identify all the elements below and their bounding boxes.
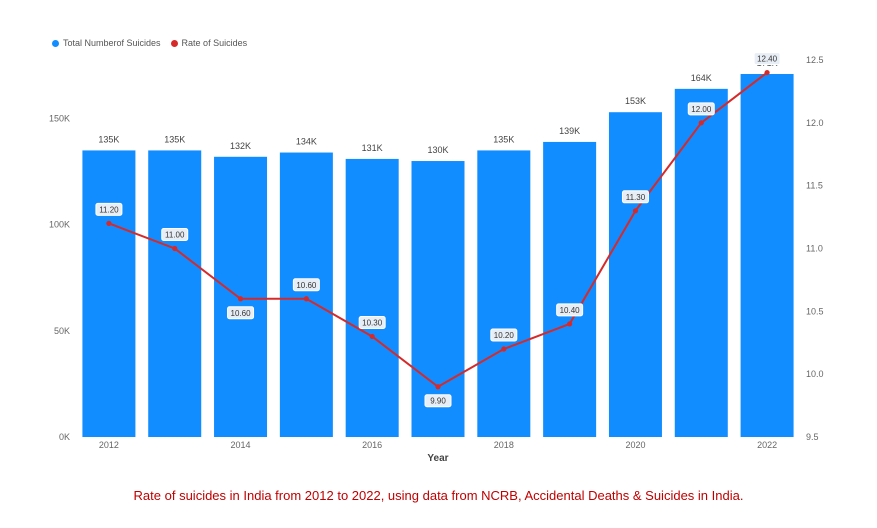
rate-point[interactable] [237, 296, 244, 302]
bar-data-label: 134K [296, 137, 317, 147]
bar-data-label: 135K [493, 134, 514, 144]
bar[interactable] [608, 112, 662, 438]
y-left-tick-label: 50K [54, 326, 70, 336]
rate-data-label: 10.20 [490, 328, 518, 342]
bar[interactable] [674, 88, 728, 437]
rate-label-box [358, 315, 386, 329]
bar[interactable] [279, 152, 333, 437]
bar-data-label: 132K [230, 141, 251, 151]
rate-label-text: 11.30 [626, 193, 646, 202]
bar[interactable] [740, 74, 794, 437]
rate-label-box [753, 52, 781, 66]
rate-label-text: 11.00 [165, 231, 185, 240]
bar[interactable] [345, 158, 399, 437]
legend-dot-total [52, 39, 59, 47]
rate-point[interactable] [632, 208, 639, 214]
rate-data-label: 10.40 [556, 303, 584, 317]
rate-label-box [490, 328, 518, 342]
rate-point[interactable] [698, 120, 704, 126]
y-right-tick-label: 9.5 [806, 432, 819, 442]
bar-data-label: 153K [625, 96, 646, 106]
rate-label-text: 9.90 [430, 397, 446, 406]
rate-data-label: 12.00 [687, 102, 715, 116]
x-tick-label: 2022 [757, 440, 777, 450]
rate-label-text: 10.40 [560, 306, 581, 315]
rate-data-label: 10.60 [292, 278, 320, 292]
rate-point[interactable] [303, 296, 309, 302]
rate-point[interactable] [567, 321, 573, 327]
legend-item-rate[interactable]: Rate of Suicides [170, 38, 248, 48]
rate-data-label: 12.40 [753, 52, 781, 66]
rate-label-box [556, 303, 584, 317]
rate-label-text: 10.30 [362, 318, 383, 327]
x-axis-title: Year [427, 453, 448, 464]
rate-label-box [95, 202, 123, 216]
y-right-tick-label: 11.5 [806, 181, 823, 191]
rate-label-box [621, 190, 649, 204]
bar[interactable] [82, 150, 136, 437]
rate-label-text: 10.60 [296, 281, 317, 290]
bar-data-label: 164K [691, 73, 712, 83]
rate-point[interactable] [172, 245, 178, 252]
chart-caption: Rate of suicides in India from 2012 to 2… [133, 488, 744, 503]
rate-data-label: 11.00 [161, 228, 189, 241]
rate-point[interactable] [435, 384, 441, 390]
y-left-tick-label: 0K [59, 432, 70, 442]
rate-data-label: 10.30 [358, 315, 386, 329]
y-right-tick-label: 10.5 [806, 306, 824, 316]
legend-label-total: Total Numberof Suicides [63, 38, 161, 48]
rate-data-label: 11.20 [95, 202, 123, 216]
rate-label-text: 12.00 [691, 105, 712, 114]
x-tick-label: 2012 [99, 440, 119, 450]
chart-legend: Total Numberof Suicides Rate of Suicides [52, 38, 247, 48]
rate-point[interactable] [369, 333, 375, 340]
rate-data-label: 9.90 [424, 394, 452, 408]
x-tick-label: 2014 [231, 440, 251, 450]
rate-label-box [227, 306, 255, 320]
bar[interactable] [543, 141, 597, 438]
bar-data-label: 135K [164, 134, 185, 144]
bar-data-label: 139K [559, 126, 580, 136]
y-right-tick-label: 11.0 [806, 244, 823, 254]
y-right-tick-label: 12.5 [806, 55, 824, 65]
legend-label-rate: Rate of Suicides [181, 38, 248, 48]
rate-point[interactable] [106, 220, 112, 226]
rate-label-box [687, 102, 715, 116]
x-tick-label: 2016 [362, 440, 382, 450]
rate-label-box [161, 228, 189, 241]
rate-data-label: 10.60 [227, 306, 255, 320]
bar-data-label: 130K [427, 145, 448, 155]
y-right-tick-label: 12.0 [806, 118, 824, 128]
bar-data-label: 131K [362, 143, 383, 153]
y-left-tick-label: 150K [49, 114, 70, 124]
rate-label-text: 10.20 [494, 331, 515, 340]
legend-item-total[interactable]: Total Numberof Suicides [52, 38, 161, 48]
rate-label-text: 10.60 [231, 309, 252, 318]
x-tick-label: 2018 [494, 440, 514, 450]
rate-label-text: 11.20 [99, 205, 119, 214]
rate-point[interactable] [764, 69, 770, 76]
legend-dot-rate [170, 39, 178, 47]
rate-label-box [424, 394, 452, 408]
rate-data-label: 11.30 [621, 190, 649, 204]
bar[interactable] [148, 150, 202, 437]
rate-label-text: 12.40 [757, 55, 778, 64]
y-left-tick-label: 100K [49, 220, 70, 230]
bar[interactable] [477, 150, 531, 437]
bar[interactable] [411, 161, 465, 437]
y-right-tick-label: 10.0 [806, 369, 824, 379]
rate-point[interactable] [501, 346, 507, 352]
x-tick-label: 2020 [625, 440, 645, 450]
bar-data-label: 135K [98, 134, 119, 144]
rate-label-box [292, 278, 320, 292]
